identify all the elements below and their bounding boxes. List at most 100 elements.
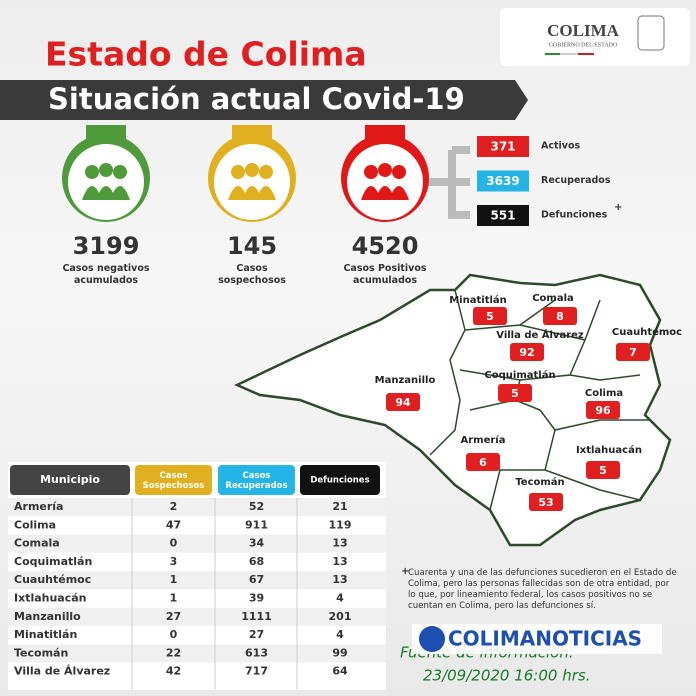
table-cell: Minatitlán [14, 628, 77, 641]
watermark-box [412, 624, 662, 654]
municipality-name: Ixtlahuacán [576, 444, 642, 456]
table-cell: 13 [332, 573, 347, 586]
source-date: 23/09/2020 16:00 hrs. [423, 667, 590, 685]
municipality-value: 6 [479, 456, 487, 469]
municipality-box [498, 384, 532, 402]
table-cell: 1 [170, 573, 178, 586]
line: Sospechosos [143, 481, 205, 491]
person-head [113, 165, 127, 179]
row-band [8, 571, 386, 590]
watermark: COLIMANOTICIAS [448, 627, 642, 651]
stat-value: 145 [227, 232, 277, 260]
table-cell: Manzanillo [14, 610, 81, 623]
municipality-value: 8 [556, 310, 564, 323]
line: Recuperados [225, 481, 287, 491]
stat-label: Casos Positivos acumulados [343, 263, 426, 286]
table-cell: 68 [249, 555, 264, 568]
breakdown-box [477, 136, 529, 157]
table-cell: 52 [249, 500, 264, 513]
person-body [110, 186, 130, 200]
stat-circle [214, 144, 290, 220]
breakdown-label: Recuperados [541, 175, 611, 186]
table-cell: 613 [245, 646, 268, 659]
municipality-value: 7 [629, 346, 637, 359]
municipality-box [586, 401, 620, 419]
row-band [8, 607, 386, 626]
municipality-value: 96 [595, 404, 611, 417]
header-text: Municipio [40, 473, 100, 486]
header-cell [300, 465, 380, 495]
person-head [231, 165, 245, 179]
table-cell: 27 [166, 610, 181, 623]
table-cell: 911 [245, 518, 268, 531]
line: acumulados [74, 275, 138, 286]
table-cell: 42 [166, 665, 181, 678]
stat-value: 4520 [352, 232, 419, 260]
municipality-name: Comala [532, 293, 574, 304]
stat-tab [365, 125, 405, 139]
municipality-box [386, 393, 420, 411]
table-cell: Villa de Álvarez [14, 665, 110, 678]
stat-label: Casos negativos acumulados [62, 263, 149, 286]
municipality-name: Cuauhtémoc [612, 326, 682, 338]
line: acumulados [353, 275, 417, 286]
person-body [82, 186, 102, 200]
subtitle-bar [0, 80, 528, 120]
row-band [8, 534, 386, 553]
person-head [85, 165, 99, 179]
header-cell [135, 465, 212, 495]
breakdown-value: 551 [490, 209, 515, 223]
table-cell: 4 [336, 628, 344, 641]
table-cell: 1111 [241, 610, 272, 623]
logo-name: COLIMA [547, 21, 620, 40]
municipality-box [529, 493, 563, 511]
subtitle: Situación actual Covid-19 [48, 82, 465, 116]
person-head [364, 165, 378, 179]
municipality-name: Manzanillo [375, 375, 436, 386]
footnote-mark: + [401, 566, 409, 577]
header-text: Casos Recuperados [225, 471, 287, 491]
municipality-name: Minatitlán [449, 294, 507, 306]
line: Casos [243, 471, 271, 481]
stat-circle [347, 144, 423, 220]
header-cell [10, 465, 130, 495]
shield [637, 15, 665, 51]
logo-subtitle: GOBIERNO DEL ESTADO [549, 42, 618, 48]
stat-label: Casos sospechosos [218, 263, 286, 286]
header-cell [218, 465, 295, 495]
line: Casos Positivos [343, 263, 426, 274]
table-cell: 4 [336, 592, 344, 605]
table-cell: 27 [249, 628, 264, 641]
person-head [245, 163, 259, 177]
municipality-value: 94 [395, 396, 411, 409]
logo-box [500, 8, 690, 66]
table-cell: 99 [332, 646, 347, 659]
table-cell: 0 [170, 537, 178, 550]
person-head [378, 163, 392, 177]
person-head [259, 165, 273, 179]
table-cell: 47 [166, 518, 181, 531]
table-cell: Cuauhtémoc [14, 573, 91, 586]
table-cell: Coquimatlán [14, 555, 92, 568]
stat-tab [86, 125, 126, 139]
municipality-box [586, 461, 620, 479]
municipality-name: Tecomán [515, 476, 564, 488]
person-head [392, 165, 406, 179]
municipality-name: Colima [585, 388, 623, 399]
table-cell: 717 [245, 665, 268, 678]
table-cell: 119 [329, 518, 352, 531]
breakdown-value: 3639 [486, 174, 519, 188]
table-cell: 13 [332, 555, 347, 568]
stat-circle [68, 144, 144, 220]
stat-value: 3199 [73, 232, 140, 260]
breakdown-label: Defunciones [541, 210, 608, 221]
person-body [361, 186, 381, 200]
municipality-box [616, 343, 650, 361]
footnote: Cuarenta y una de las defunciones sucedi… [408, 568, 677, 611]
line: sospechosos [218, 275, 286, 286]
breakdown-box [477, 205, 529, 226]
table-cell: 34 [249, 537, 265, 550]
table-cell: Tecomán [14, 646, 68, 659]
